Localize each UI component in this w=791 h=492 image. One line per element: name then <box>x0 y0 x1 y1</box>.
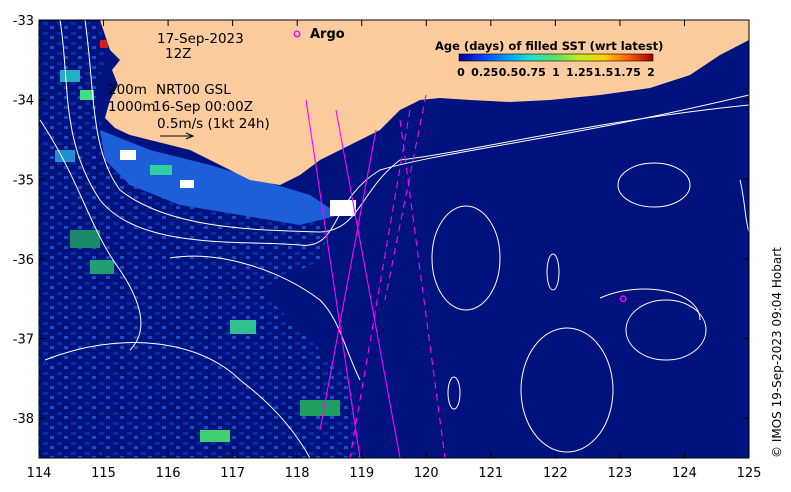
colorbar <box>458 53 654 62</box>
argo-legend-label: Argo <box>310 27 345 42</box>
sst-patch-coastal <box>100 130 340 225</box>
y-tick-label: -34 <box>13 94 34 109</box>
colorbar-title: Age (days) of filled SST (wrt latest) <box>435 39 663 53</box>
track-line <box>305 99 361 458</box>
sst-cell <box>100 40 108 48</box>
colorbar-tick-label: 1.5 <box>594 66 614 79</box>
sst-cell <box>230 320 256 334</box>
colorbar-ticks: 0 0.25 0.5 0.75 1 1.25 1.5 1.75 2 <box>457 66 655 79</box>
map-plot-area <box>39 20 749 458</box>
sst-patch-west <box>39 20 360 458</box>
sst-cell <box>300 400 340 416</box>
track-line <box>384 94 427 301</box>
x-tick-label: 116 <box>156 466 181 481</box>
sst-cell <box>120 150 136 160</box>
map-date: 17-Sep-2023 <box>157 31 244 47</box>
colorbar-tick-label: 2 <box>647 66 655 79</box>
x-tick-label: 119 <box>349 466 374 481</box>
colorbar-tick-label: 0.75 <box>519 66 546 79</box>
x-tick-label: 117 <box>220 466 245 481</box>
credit-text: © IMOS 19-Sep-2023 09:04 Hobart <box>770 247 784 458</box>
track-line <box>349 109 411 458</box>
track-line <box>335 109 401 458</box>
sst-cell <box>200 430 230 442</box>
contour-line <box>44 342 311 458</box>
satellite-tracks <box>305 94 446 458</box>
vector-scale-label: 0.5m/s (1kt 24h) <box>157 116 270 132</box>
contour-line <box>431 205 501 311</box>
y-tick-label: -38 <box>13 412 34 427</box>
colorbar-tick-label: 1.75 <box>614 66 641 79</box>
x-axis-ticks: 114 115 116 117 118 119 120 121 122 123 124 125 <box>27 20 762 481</box>
x-tick-label: 123 <box>607 466 632 481</box>
sst-cell <box>70 230 100 248</box>
colorbar-tick-label: 1.25 <box>566 66 593 79</box>
contour-line <box>625 299 707 361</box>
contour-line <box>84 20 749 233</box>
contour-line <box>447 376 461 410</box>
depth-deep-label: 1000m <box>108 99 156 115</box>
map-hour: 12Z <box>165 46 191 62</box>
sst-cell <box>80 90 94 100</box>
x-tick-label: 121 <box>478 466 503 481</box>
x-tick-label: 124 <box>672 466 697 481</box>
y-tick-label: -37 <box>13 333 34 348</box>
sst-cell <box>60 70 80 82</box>
x-tick-label: 115 <box>91 466 116 481</box>
sst-cell <box>55 150 75 162</box>
colorbar-tick-label: 0.25 <box>471 66 498 79</box>
contour-line <box>169 255 361 381</box>
x-tick-label: 118 <box>285 466 310 481</box>
plot-frame <box>38 19 750 459</box>
colorbar-tick-label: 0 <box>457 66 465 79</box>
y-tick-label: -33 <box>13 14 34 29</box>
x-tick-label: 120 <box>414 466 439 481</box>
contour-line <box>520 327 614 453</box>
contour-line <box>617 162 691 208</box>
contour-line <box>599 288 701 321</box>
product-label: NRT00 GSL <box>156 82 231 98</box>
contours <box>39 20 749 458</box>
colorbar-tick-label: 1 <box>552 66 560 79</box>
contour-line <box>39 119 142 351</box>
x-tick-label: 114 <box>27 466 52 481</box>
sst-cell <box>180 180 194 188</box>
y-tick-label: -36 <box>13 253 34 268</box>
product-date: 16-Sep 00:00Z <box>153 99 253 115</box>
contour-line <box>739 179 749 233</box>
vector-scale-arrow <box>160 132 195 140</box>
y-axis-ticks: -33 -34 -35 -36 -37 -38 <box>13 14 749 427</box>
argo-float-marker[interactable] <box>619 295 627 303</box>
sst-cell <box>150 165 172 175</box>
contour-line <box>59 20 749 246</box>
argo-legend-icon <box>293 30 301 38</box>
depth-shallow-label: 200m <box>108 82 147 98</box>
x-tick-label: 125 <box>737 466 762 481</box>
track-line <box>319 129 377 431</box>
track-line <box>399 119 446 458</box>
y-tick-label: -35 <box>13 173 34 188</box>
contour-line <box>546 253 560 291</box>
x-tick-label: 122 <box>543 466 568 481</box>
colorbar-tick-label: 0.5 <box>499 66 519 79</box>
sst-cell <box>90 260 114 274</box>
